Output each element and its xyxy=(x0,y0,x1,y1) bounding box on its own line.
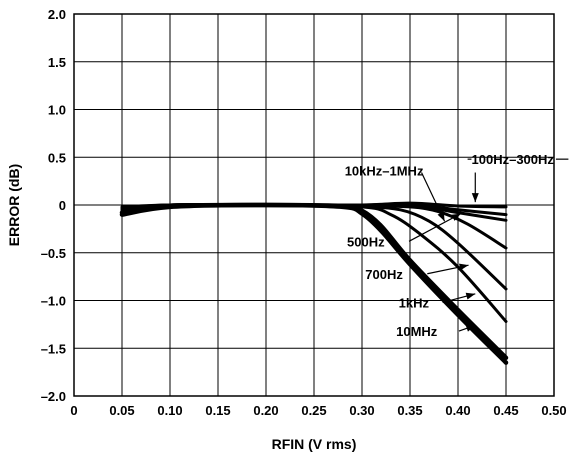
x-tick-label: 0.25 xyxy=(301,403,326,418)
y-tick-label: –1.5 xyxy=(41,341,66,356)
annotation-label: 10MHz xyxy=(396,324,438,339)
x-tick-labels: 0 0.05 0.10 0.15 0.20 0.25 0.30 0.35 0.40 0.45 0.5… xyxy=(70,403,566,418)
annotation-arrow xyxy=(408,213,462,242)
annotation-label: 100Hz–300Hz xyxy=(472,152,555,167)
annotation-label: 500Hz xyxy=(347,234,385,249)
x-tick-label: 0.50 xyxy=(541,403,566,418)
annotation-arrow xyxy=(442,292,476,303)
x-tick-label: 0.05 xyxy=(109,403,134,418)
y-tick-labels: 2.0 1.5 1.0 0.5 0 –0.5 –1.0 –1.5 –2.0 xyxy=(41,7,66,404)
x-tick-label: 0.40 xyxy=(445,403,470,418)
annotation-arrow xyxy=(458,324,476,332)
x-axis-label: RFIN (V rms) xyxy=(272,436,357,452)
x-tick-label: 0.45 xyxy=(493,403,518,418)
y-tick-label: –2.0 xyxy=(41,389,66,404)
series-line-8 xyxy=(119,202,509,365)
x-tick-label: 0.30 xyxy=(349,403,374,418)
x-tick-label: 0 xyxy=(70,403,77,418)
plot-frame xyxy=(73,13,555,397)
y-tick-label: 0 xyxy=(59,198,66,213)
annotation-arrow xyxy=(427,263,469,275)
y-tick-label: 1.0 xyxy=(48,103,66,118)
annotation-arrow xyxy=(471,172,479,203)
x-tick-label: 0.10 xyxy=(157,403,182,418)
y-tick-label: –1.0 xyxy=(41,294,66,309)
series-layer xyxy=(119,201,509,365)
x-tick-label: 0.15 xyxy=(205,403,230,418)
annotation-arrow xyxy=(420,172,446,222)
x-tick-label: 0.35 xyxy=(397,403,422,418)
y-tick-label: –0.5 xyxy=(41,246,66,261)
annotation-label: 1kHz xyxy=(399,295,430,310)
annotation-label: 10kHz–1MHz xyxy=(345,164,424,179)
y-tick-label: 2.0 xyxy=(48,7,66,22)
y-tick-label: 1.5 xyxy=(48,55,66,70)
annotations: 100Hz–300Hz 10kHz–1MHz 500Hz 700Hz 1kHz 10MHz xyxy=(345,152,569,339)
annotation-label: 700Hz xyxy=(365,267,403,282)
x-tick-label: 0.20 xyxy=(253,403,278,418)
y-axis-label: ERROR (dB) xyxy=(6,164,22,246)
y-tick-label: 0.5 xyxy=(48,150,66,165)
